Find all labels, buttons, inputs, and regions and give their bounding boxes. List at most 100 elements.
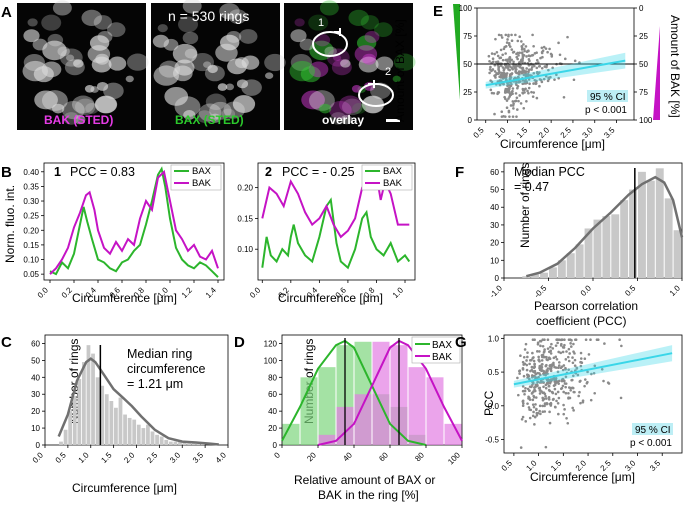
panel-b1: B Norm. fluo. int. 0.0 0.2 0.4 0.6 0.8 1.0 1.2… [1,162,225,305]
g-scatter-point [519,446,523,449]
e-scatter-point [532,91,536,94]
g-scatter-point [546,379,549,382]
c-hist-bar [141,428,146,445]
g-scatter-point [536,350,539,353]
e-scatter-point [491,60,495,64]
e-scatter-point [572,78,576,82]
c-hist-bar [109,401,114,445]
e-scatter-point [523,91,526,94]
e-scatter-point [515,115,518,118]
d-hist-bar-bak [318,434,336,445]
g-scatter-point [524,420,528,423]
b2-xtick-label: 0.0 [248,285,263,300]
g-scatter-point [600,368,604,371]
e-scatter-point [502,82,505,86]
e-scatter-point [524,82,528,85]
f-kde-curve [525,175,684,278]
e-scatter-point [521,91,524,95]
g-scatter-point [566,355,570,359]
e-scatter-point [510,33,513,37]
micrograph-blob [265,72,274,80]
g-scatter-point [560,338,563,342]
g-scatter-point [544,386,548,390]
c-xlabel: Circumference [μm] [72,481,177,495]
c-hist-bar [164,439,169,445]
e-scatter-point [530,65,534,69]
micrograph-blob [52,0,72,16]
c-hist-bar [104,394,109,445]
g-scatter-point [548,382,552,385]
g-scatter-point [538,392,542,395]
c-hist-bar [178,439,182,445]
g-scatter-point [543,410,547,413]
c-xtick-label: 3.0 [168,450,183,465]
b1-ylabel: Norm. fluo. int. [3,185,17,263]
e-right-ytick-label: 50 [639,60,648,69]
g-scatter-point [564,391,568,395]
e-scatter-point [507,90,510,94]
c-xtick-label: 4.0 [214,450,229,465]
g-scatter-point [602,379,605,383]
g-scatter-point [566,421,570,425]
g-scatter-point [544,445,548,449]
c-hist-bar [114,407,118,445]
e-scatter-point [494,37,497,41]
g-scatter-point [562,412,566,416]
c-hist-bar [196,443,201,445]
g-scatter-point [620,344,623,348]
micrograph-blob [360,15,379,30]
e-scatter-point [526,89,529,93]
e-ci-badge [587,90,628,102]
e-scatter-point [494,73,497,77]
g-scatter-point [584,338,588,342]
e-scatter-point [488,59,491,63]
g-scatter-point [557,396,561,400]
e-scatter-point [527,70,530,74]
e-scatter-point [544,47,548,50]
b1-ytick-label: 0.40 [23,168,39,177]
g-scatter-point [564,385,567,389]
e-scatter-point [546,50,549,54]
g-scatter-point [528,408,531,411]
e-scatter-point [489,88,493,92]
g-scatter-point [542,391,546,394]
b2-legend-bax: BAX [383,166,403,177]
micrograph-blob [340,114,353,125]
micrograph-blob [178,16,199,33]
g-scatter-point [583,378,587,381]
e-scatter-point [512,64,515,68]
g-scatter-point [545,363,548,367]
e-scatter-point [506,58,510,61]
g-scatter-point [531,414,535,418]
e-scatter-point [535,79,538,83]
c-xtick-label: 0.0 [31,450,46,465]
micrograph-blob [239,29,258,44]
micrograph-blob [85,103,99,114]
g-scatter-point [549,404,553,407]
g-scatter-point [546,367,550,370]
panel-c: C Number of rings 0.0 0.5 1.0 1.5 2.0 2.5 3.0 3… [1,334,229,495]
e-scatter-point [508,73,512,76]
e-scatter-point [578,61,581,64]
g-scatter-point [583,357,587,361]
e-right-ytick-label: 75 [639,88,648,97]
g-scatter-point [573,364,577,367]
e-scatter-point [537,71,540,75]
c-xtick-label: 3.5 [191,450,206,465]
g-scatter-point [567,347,571,351]
e-scatter-point [489,65,492,69]
e-scatter-point [522,73,526,77]
g-scatter-point [532,405,536,409]
micrograph-blob [364,31,380,43]
g-scatter-point [548,378,552,382]
d-hist-bar-bak [426,377,444,445]
e-scatter-point [503,95,506,99]
g-scatter-point [587,353,591,356]
e-scatter-point [507,41,511,45]
e-scatter-point [539,56,542,60]
f-bars [522,168,682,278]
g-scatter-point [552,384,556,387]
panel-f: F Number of rings -1.0 -0.5 0.0 0.5 1.0 0 10 20… [455,162,684,328]
b2-xtick-label: 1.0 [391,285,406,300]
g-scatter-point [552,356,556,360]
